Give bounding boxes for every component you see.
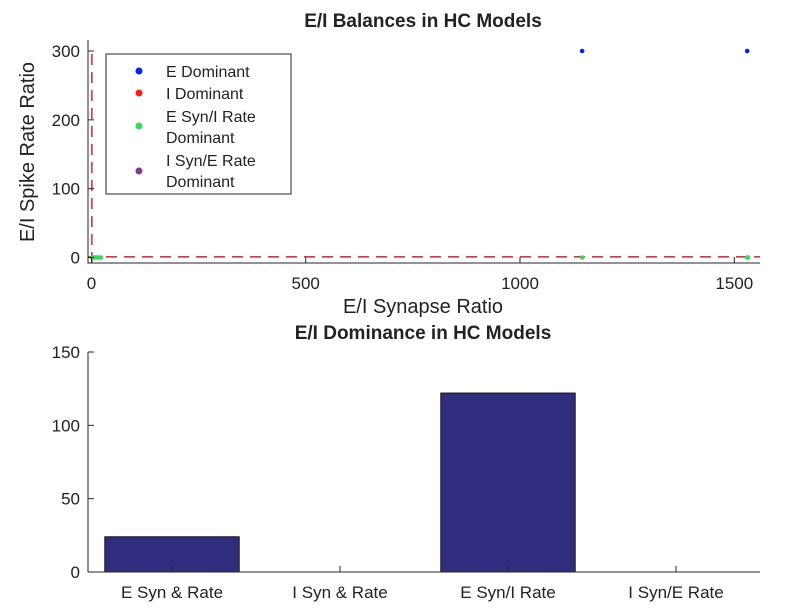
legend-label-e-syn-i-rate-line1: E Syn/I Rate xyxy=(166,109,256,126)
legend-marker-i-dominant xyxy=(135,89,143,97)
x-tick-label: E Syn/I Rate xyxy=(460,583,555,602)
scatter-point xyxy=(745,255,751,260)
y-tick-label: 100 xyxy=(52,416,80,435)
legend-marker-e-dominant xyxy=(135,67,143,75)
scatter-panel: E/I Balances in HC Models 0 500 1000 1500 0… xyxy=(17,11,760,318)
bar-y-ticks: 0 50 100 150 xyxy=(52,343,94,582)
scatter-threshold-lines xyxy=(88,54,760,263)
scatter-legend: E Dominant I Dominant E Syn/I Rate Domin… xyxy=(105,53,292,195)
y-tick-label: 50 xyxy=(61,490,80,509)
y-tick-label: 100 xyxy=(52,180,80,199)
scatter-axes xyxy=(87,40,760,264)
scatter-x-ticks: 0 500 1000 1500 xyxy=(87,257,753,293)
x-tick-label: 1500 xyxy=(715,274,753,293)
x-tick-label: I Syn & Rate xyxy=(292,583,387,602)
y-tick-label: 300 xyxy=(52,42,80,61)
legend-label-e-syn-i-rate-line2: Dominant xyxy=(166,130,235,147)
legend-label-i-syn-e-rate-line1: I Syn/E Rate xyxy=(166,153,256,170)
scatter-point xyxy=(579,255,585,260)
scatter-point xyxy=(579,48,585,54)
scatter-title: E/I Balances in HC Models xyxy=(304,11,542,32)
bar-x-ticks: E Syn & Rate I Syn & Rate E Syn/I Rate I Sy… xyxy=(121,566,724,602)
bar xyxy=(440,392,576,573)
bar-rects xyxy=(104,392,576,573)
x-tick-label: 1000 xyxy=(501,274,539,293)
legend-marker-e-syn-i-rate xyxy=(135,122,143,130)
y-tick-label: 200 xyxy=(52,111,80,130)
legend-label-e-dominant: E Dominant xyxy=(166,64,250,81)
y-tick-label: 0 xyxy=(71,563,80,582)
y-tick-label: 150 xyxy=(52,343,80,362)
x-tick-label: 500 xyxy=(292,274,320,293)
scatter-y-ticks: 0 100 200 300 xyxy=(52,42,94,267)
legend-marker-i-syn-e-rate xyxy=(135,167,143,175)
scatter-point xyxy=(744,48,750,54)
scatter-x-axis-label: E/I Synapse Ratio xyxy=(343,296,503,318)
scatter-point xyxy=(98,255,104,260)
x-tick-label: I Syn/E Rate xyxy=(628,583,723,602)
legend-label-i-dominant: I Dominant xyxy=(166,86,244,103)
bar-title: E/I Dominance in HC Models xyxy=(295,323,552,344)
x-tick-label: E Syn & Rate xyxy=(121,583,223,602)
bar-panel: E/I Dominance in HC Models 0 50 100 150 E S… xyxy=(52,323,760,602)
x-tick-label: 0 xyxy=(87,274,96,293)
y-tick-label: 0 xyxy=(71,248,80,267)
scatter-y-axis-label: E/I Spike Rate Ratio xyxy=(17,62,39,242)
legend-label-i-syn-e-rate-line2: Dominant xyxy=(166,174,235,191)
